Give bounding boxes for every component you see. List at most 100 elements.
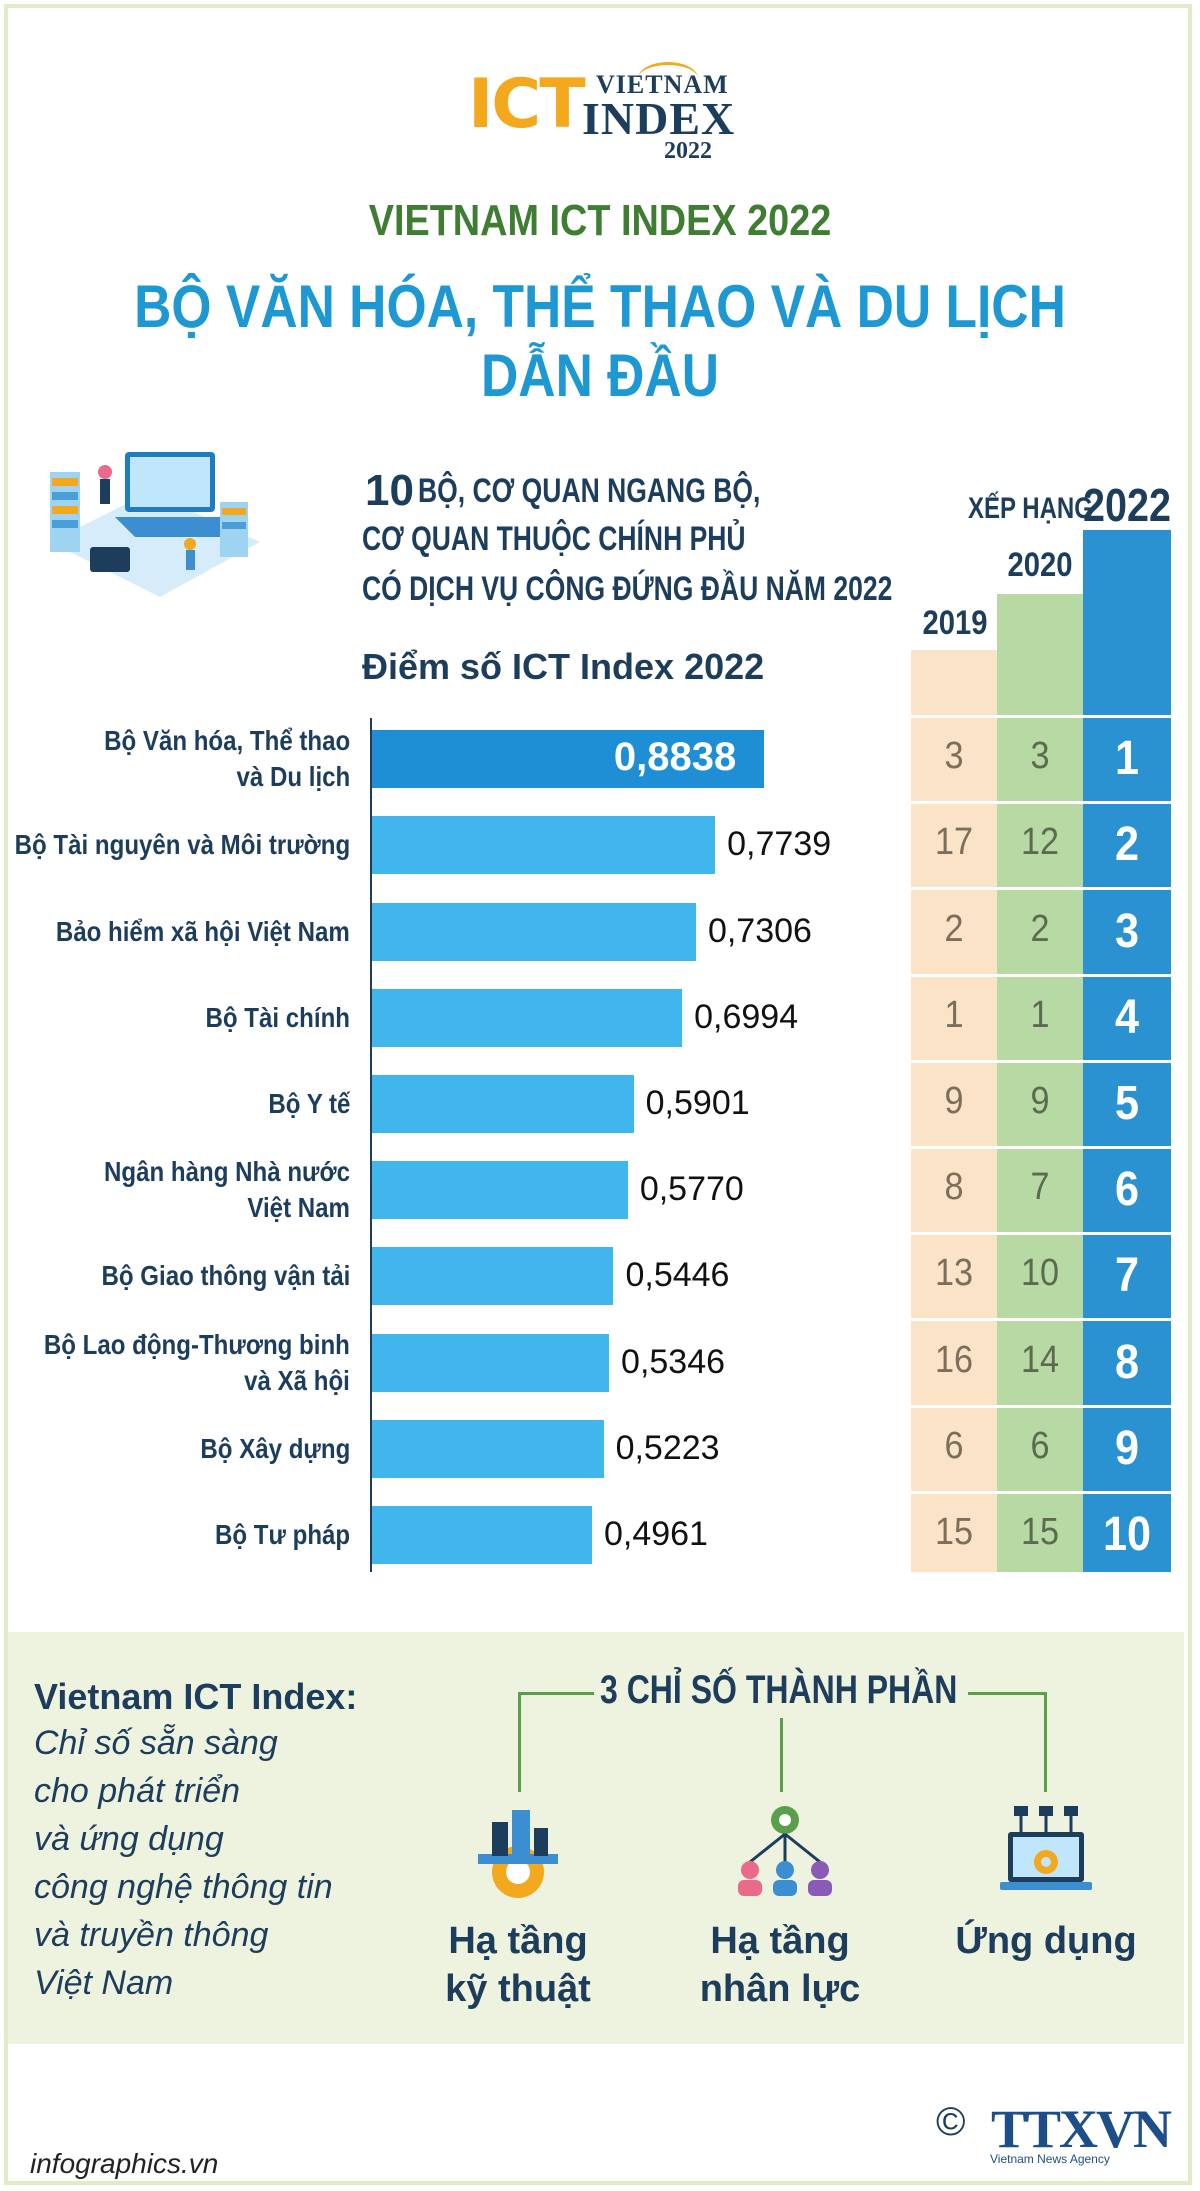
component-2-line-1: Hạ tầng <box>710 1920 850 1962</box>
page-headline: BỘ VĂN HÓA, THỂ THAO VÀ DU LỊCH DẪN ĐẦU <box>134 273 1066 409</box>
ranking-year-2020: 2020 <box>1007 546 1073 584</box>
component-3-line-1: Ứng dụng <box>955 1920 1137 1962</box>
logo-year: 2022 <box>664 138 712 164</box>
people-network-icon <box>738 1806 832 1896</box>
rank-row-divider <box>911 1146 1171 1149</box>
score-bar <box>372 1247 614 1306</box>
rank-2022: 2 <box>1114 818 1140 872</box>
category-label-line: Bộ Xây dựng <box>200 1432 350 1464</box>
laptop-gear-icon <box>1000 1806 1092 1890</box>
rank-row-divider <box>911 801 1171 805</box>
rank-2019: 17 <box>934 821 974 864</box>
page-title: VIETNAM ICT INDEX 2022 <box>368 196 832 245</box>
subtitle-line-1: BỘ, CƠ QUAN NGANG BỘ, <box>418 472 761 510</box>
rank-2020: 1 <box>1030 993 1050 1036</box>
page-frame <box>4 4 1192 2185</box>
definition-title: Vietnam ICT Index: <box>34 1676 358 1717</box>
score-value-label: 0,5770 <box>639 1170 744 1209</box>
score-value-label: 0,8838 <box>613 735 737 780</box>
category-label-line: Bộ Văn hóa, Thể thao <box>103 725 350 757</box>
chart-title: Điểm số ICT Index 2022 <box>362 646 765 687</box>
rank-2022: 8 <box>1114 1335 1140 1389</box>
rank-row-divider <box>911 1490 1171 1494</box>
score-bar <box>372 1161 628 1220</box>
score-value-label: 0,5223 <box>615 1428 720 1467</box>
component-2-line-2: nhân lực <box>699 1968 861 2010</box>
data-center-illustration-icon <box>50 452 260 597</box>
score-bar <box>372 902 696 961</box>
rank-2020: 12 <box>1020 821 1060 864</box>
rank-row-divider <box>911 887 1171 891</box>
definition-line-3: và ứng dụng <box>34 1820 224 1858</box>
category-label: Bộ Tài chính <box>206 1000 350 1036</box>
rank-2019: 8 <box>944 1166 964 1209</box>
score-value-label: 0,5346 <box>621 1342 726 1381</box>
rank-2019: 13 <box>934 1252 974 1295</box>
category-label-line: và Xã hội <box>244 1364 350 1396</box>
rank-2019: 2 <box>944 907 964 950</box>
ranking-year-2022: 2022 <box>1083 479 1172 531</box>
category-label: Bộ Xây dựng <box>200 1431 350 1467</box>
definition-line-6: Việt Nam <box>34 1964 174 2002</box>
rank-2022: 9 <box>1114 1421 1140 1475</box>
components-title: 3 CHỈ SỐ THÀNH PHẦN <box>600 1668 958 1712</box>
rank-2020: 14 <box>1020 1338 1060 1381</box>
subtitle-line-3: CÓ DỊCH VỤ CÔNG ĐỨNG ĐẦU NĂM 2022 <box>362 570 893 608</box>
rank-column-2022 <box>1083 530 1171 1572</box>
rank-2019: 6 <box>944 1424 964 1467</box>
category-label: Bộ Tư pháp <box>215 1517 350 1553</box>
logo-index: INDEX <box>582 93 736 144</box>
bracket-right-drop <box>1044 1692 1047 1792</box>
subtitle-number: 10 <box>365 466 414 515</box>
ict-index-logo: ICT VIETNAM INDEX 2022 <box>468 62 748 164</box>
category-label-line: và Du lịch <box>236 761 350 793</box>
rank-2019: 15 <box>934 1510 974 1553</box>
score-bar <box>372 816 716 875</box>
category-label-line: Bộ Tài nguyên và Môi trường <box>14 829 350 861</box>
rank-2020: 9 <box>1030 1079 1050 1122</box>
bracket-left-drop <box>518 1692 521 1792</box>
rank-2022: 7 <box>1114 1249 1140 1303</box>
rank-column-2020 <box>997 594 1083 1572</box>
category-label: Bộ Giao thông vận tải <box>101 1258 350 1294</box>
ranking-label: XẾP HẠNG <box>968 492 1093 525</box>
definition-line-2: cho phát triển <box>34 1772 241 1810</box>
definition-panel <box>8 1632 1184 2044</box>
component-1-line-1: Hạ tầng <box>448 1920 588 1962</box>
copyright-symbol: © <box>936 2100 966 2144</box>
score-bar <box>372 1333 610 1392</box>
definition-line-4: công nghệ thông tin <box>34 1868 333 1906</box>
category-label-line: Bộ Lao động-Thương binh <box>43 1328 350 1360</box>
category-label-line: Bộ Y tế <box>267 1087 350 1119</box>
rank-2019: 1 <box>944 993 964 1036</box>
rank-2020: 3 <box>1030 735 1050 778</box>
chart-axis <box>370 718 372 1572</box>
score-value-label: 0,4961 <box>603 1514 708 1553</box>
subtitle-line-2: CƠ QUAN THUỘC CHÍNH PHỦ <box>362 520 746 558</box>
rank-2022: 3 <box>1114 904 1140 958</box>
category-label-line: Việt Nam <box>247 1192 350 1224</box>
rank-2019: 3 <box>944 735 964 778</box>
rank-2022: 5 <box>1114 1076 1140 1130</box>
score-value-label: 0,6994 <box>694 997 799 1036</box>
definition-line-5: và truyền thông <box>34 1916 269 1954</box>
bracket-left <box>518 1692 594 1695</box>
rank-2022: 1 <box>1114 732 1140 786</box>
score-bar <box>372 988 683 1047</box>
city-gear-icon <box>478 1810 558 1898</box>
component-1-line-2: kỹ thuật <box>445 1968 591 2010</box>
category-label-line: Bộ Tư pháp <box>214 1518 350 1550</box>
logo-arc <box>638 62 698 95</box>
score-value-label: 0,5901 <box>645 1083 750 1122</box>
rank-row-divider <box>911 1404 1171 1408</box>
score-value-label: 0,5446 <box>625 1256 730 1295</box>
logo-vietnam: VIETNAM <box>596 70 729 99</box>
category-label: Bảo hiểm xã hội Việt Nam <box>56 914 350 950</box>
category-label-line: Bảo hiểm xã hội Việt Nam <box>56 915 350 947</box>
rank-row-divider <box>911 1318 1171 1322</box>
rank-2020: 7 <box>1030 1166 1050 1209</box>
footer-site: infographics.vn <box>30 2148 219 2179</box>
rank-2020: 2 <box>1030 907 1050 950</box>
category-label-line: Ngân hàng Nhà nước <box>104 1156 350 1188</box>
rank-2020: 10 <box>1020 1252 1060 1295</box>
